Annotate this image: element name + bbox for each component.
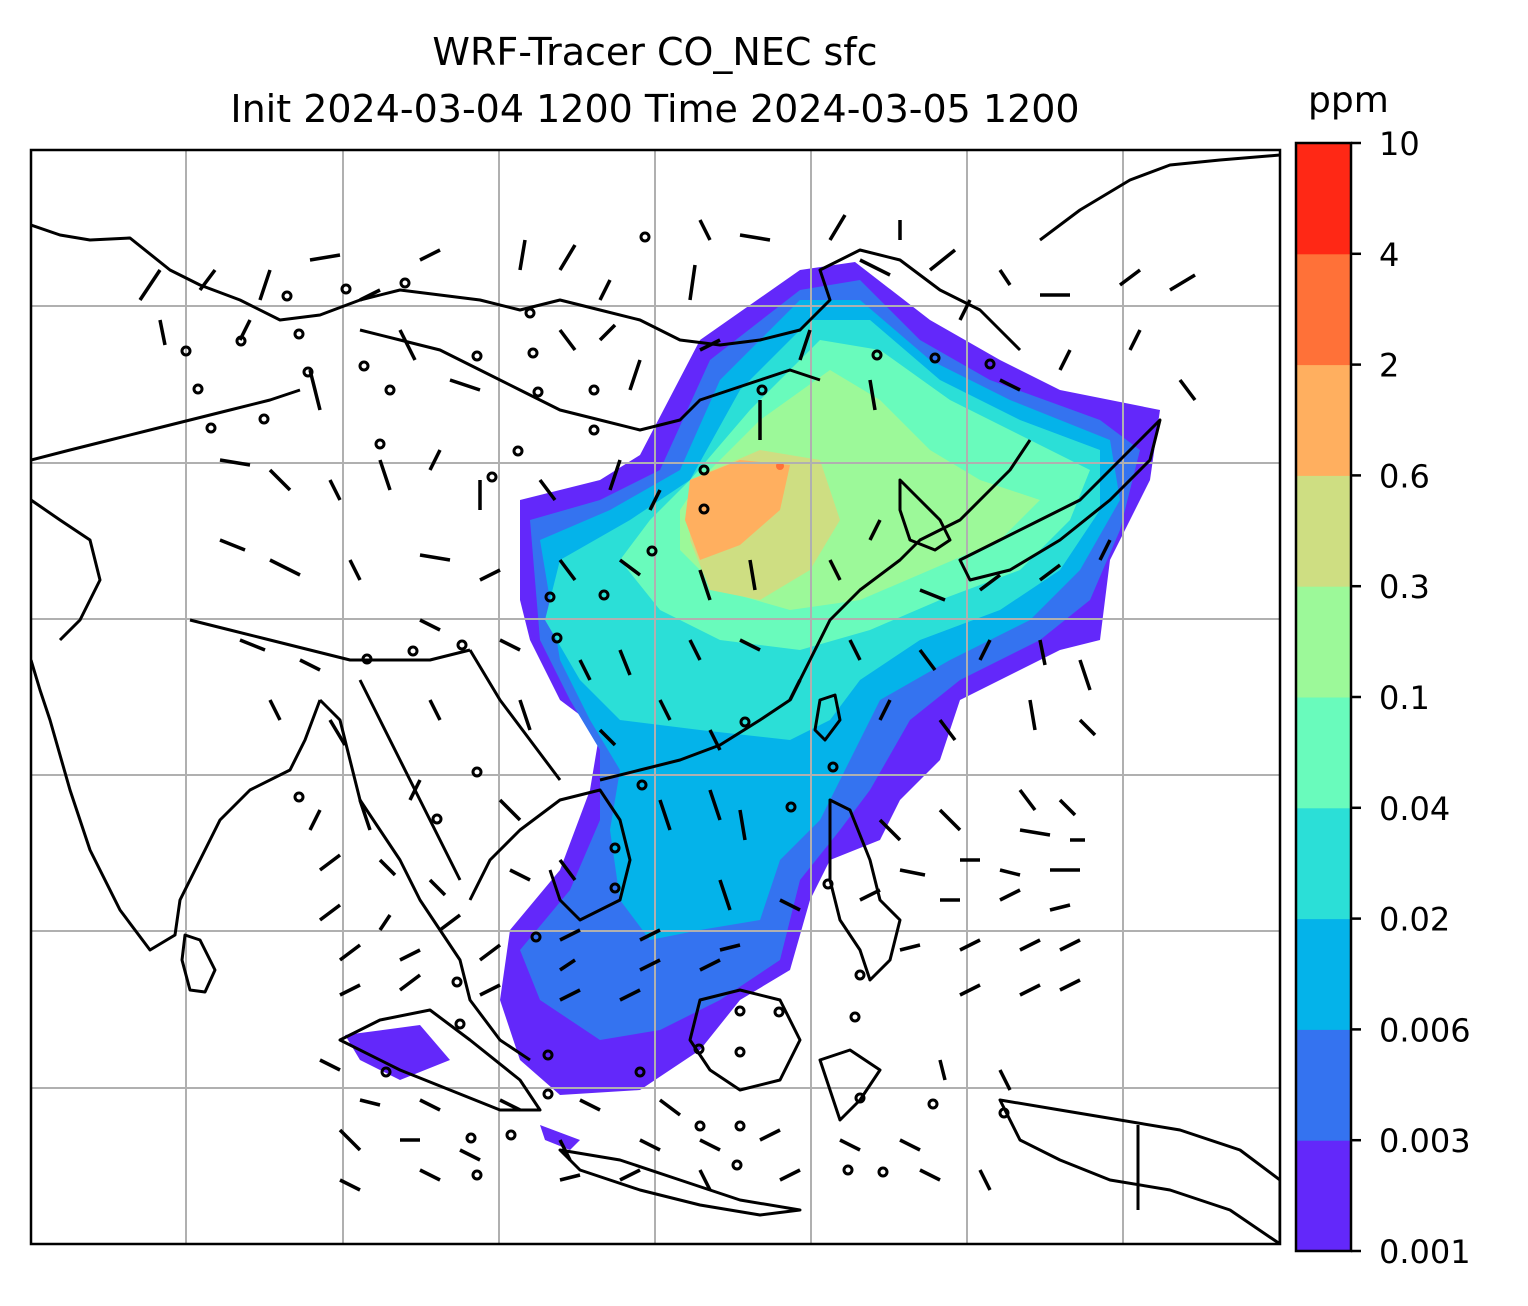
colorbar-block-5 (1296, 586, 1351, 698)
korea (898, 478, 952, 552)
sulawesi (818, 1048, 882, 1122)
indochina-coast (468, 788, 632, 922)
colorbar-unit-label: ppm (1308, 80, 1389, 121)
china-coast (599, 439, 1032, 782)
colorbar-block-9 (1296, 143, 1351, 255)
colorbar-tick-label: 0.1 (1379, 679, 1430, 717)
plume-sumatra (345, 1025, 450, 1080)
java (558, 1148, 802, 1217)
colorbar-block-7 (1296, 364, 1351, 476)
himalaya-border (189, 618, 471, 662)
colorbar-block-0 (1296, 1140, 1351, 1252)
colorbar-block-8 (1296, 253, 1351, 366)
colorbar-blocks (1296, 143, 1351, 1252)
colorbar-tick-label: 0.6 (1379, 457, 1430, 495)
sakhalin-russia-coast (1039, 153, 1280, 242)
chart-title-line2: Init 2024-03-04 1200 Time 2024-03-05 120… (230, 87, 1080, 131)
colorbar-tick-label: 10 (1379, 125, 1420, 163)
colorbar-block-2 (1296, 918, 1351, 1030)
philippines (828, 798, 902, 982)
borneo (688, 988, 802, 1092)
colorbar-tick-label: 0.04 (1379, 790, 1450, 828)
colorbar-tick-label: 0.02 (1379, 901, 1450, 939)
colorbar-tick-label: 0.3 (1379, 568, 1430, 606)
colorbar-block-4 (1296, 697, 1351, 809)
taiwan (813, 693, 842, 742)
plume-java-tail (540, 1125, 580, 1150)
india-coast (31, 659, 322, 952)
colorbar-block-3 (1296, 807, 1351, 920)
colorbar-tick-label: 4 (1379, 236, 1399, 274)
russia-border (31, 223, 1022, 352)
calm-wind-markers (180, 231, 1010, 1181)
china-western-border (31, 388, 301, 462)
southeast-asia-borders (358, 649, 562, 881)
japan (958, 418, 1162, 582)
new-guinea (998, 1098, 1280, 1244)
bay-of-bengal-east (318, 698, 531, 1062)
colorbar-ticks: 0.001 0.003 0.006 0.02 0.04 0.1 0.3 0.6 2 4 10 (1351, 125, 1471, 1271)
central-asia-borders (31, 498, 102, 642)
colorbar-block-1 (1296, 1029, 1351, 1141)
chart-title-line1: WRF-Tracer CO_NEC sfc (432, 30, 878, 74)
colorbar-tick-label: 0.006 (1379, 1011, 1471, 1049)
mongolia-border (359, 328, 821, 432)
coastlines-and-borders (31, 153, 1280, 1244)
colorbar-tick-label: 0.001 (1379, 1233, 1471, 1271)
wind-barbs (138, 214, 1197, 1192)
map-frame (29, 148, 1282, 1246)
colorbar-block-6 (1296, 475, 1351, 587)
colorbar-tick-label: 2 (1379, 347, 1399, 385)
sri-lanka (180, 933, 217, 994)
colorbar-tick-label: 0.003 (1379, 1122, 1471, 1160)
plume-level-0.6 (685, 460, 790, 560)
sumatra (338, 1008, 542, 1112)
